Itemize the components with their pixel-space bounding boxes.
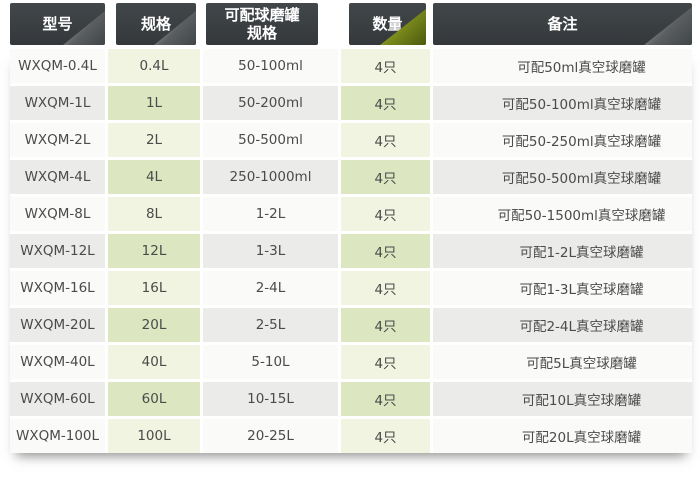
cell-spec: 60L: [108, 382, 200, 416]
column-header-jar-spec: 可配球磨罐 规格: [206, 3, 318, 45]
cell-spec: 1L: [108, 86, 200, 120]
table-row: WXQM-60L 60L 10-15L 4只 可配10L真空球磨罐: [10, 382, 692, 416]
cell-remark: 可配1-2L真空球磨罐: [433, 234, 692, 268]
cell-spec: 16L: [108, 271, 200, 305]
cell-remark: 可配5L真空球磨罐: [433, 345, 692, 379]
table-row: WXQM-4L 4L 250-1000ml 4只 可配50-500ml真空球磨罐: [10, 160, 692, 194]
cell-quantity: 4只: [341, 271, 430, 305]
cell-spec: 100L: [108, 419, 200, 453]
cell-spec: 2L: [108, 123, 200, 157]
cell-remark: 可配1-3L真空球磨罐: [433, 271, 692, 305]
cell-model: WXQM-20L: [10, 308, 105, 342]
column-header-quantity: 数量: [349, 3, 426, 45]
cell-quantity: 4只: [341, 308, 430, 342]
column-header-remark-label: 备注: [547, 15, 578, 33]
cell-spec: 4L: [108, 160, 200, 194]
cell-jar-spec: 1-3L: [203, 234, 338, 268]
cell-model: WXQM-40L: [10, 345, 105, 379]
cell-remark: 可配20L真空球磨罐: [433, 419, 692, 453]
cell-spec: 0.4L: [108, 49, 200, 83]
cell-remark: 可配50-500ml真空球磨罐: [433, 160, 692, 194]
column-header-remark: 备注: [433, 3, 692, 45]
column-header-jar-spec-label-line1: 可配球磨罐: [224, 6, 300, 24]
cell-jar-spec: 50-200ml: [203, 86, 338, 120]
column-header-jar-spec-label-line2: 规格: [246, 24, 277, 42]
table-header-row: 型号 规格 可配球磨罐 规格 数量 备注: [10, 3, 692, 45]
cell-quantity: 4只: [341, 197, 430, 231]
cell-quantity: 4只: [341, 49, 430, 83]
cell-jar-spec: 1-2L: [203, 197, 338, 231]
table-body: WXQM-0.4L 0.4L 50-100ml 4只 可配50ml真空球磨罐 W…: [10, 49, 692, 453]
cell-jar-spec: 50-100ml: [203, 49, 338, 83]
table-row: WXQM-8L 8L 1-2L 4只 可配50-1500ml真空球磨罐: [10, 197, 692, 231]
cell-model: WXQM-8L: [10, 197, 105, 231]
cell-model: WXQM-1L: [10, 86, 105, 120]
cell-remark: 可配50-1500ml真空球磨罐: [433, 197, 692, 231]
cell-quantity: 4只: [341, 234, 430, 268]
cell-jar-spec: 20-25L: [203, 419, 338, 453]
cell-jar-spec: 50-500ml: [203, 123, 338, 157]
cell-remark: 可配2-4L真空球磨罐: [433, 308, 692, 342]
cell-model: WXQM-4L: [10, 160, 105, 194]
cell-remark: 可配50-250ml真空球磨罐: [433, 123, 692, 157]
table-row: WXQM-20L 20L 2-5L 4只 可配2-4L真空球磨罐: [10, 308, 692, 342]
cell-jar-spec: 5-10L: [203, 345, 338, 379]
cell-model: WXQM-2L: [10, 123, 105, 157]
cell-spec: 20L: [108, 308, 200, 342]
cell-model: WXQM-16L: [10, 271, 105, 305]
cell-remark: 可配50-100ml真空球磨罐: [433, 86, 692, 120]
cell-remark: 可配50ml真空球磨罐: [433, 49, 692, 83]
table-row: WXQM-0.4L 0.4L 50-100ml 4只 可配50ml真空球磨罐: [10, 49, 692, 83]
cell-jar-spec: 2-5L: [203, 308, 338, 342]
cell-quantity: 4只: [341, 160, 430, 194]
cell-spec: 40L: [108, 345, 200, 379]
product-spec-table: 型号 规格 可配球磨罐 规格 数量 备注 WXQM-0.4L: [10, 3, 692, 453]
cell-quantity: 4只: [341, 123, 430, 157]
cell-spec: 12L: [108, 234, 200, 268]
cell-quantity: 4只: [341, 419, 430, 453]
cell-quantity: 4只: [341, 86, 430, 120]
column-header-model-label: 型号: [42, 15, 73, 33]
table-row: WXQM-100L 100L 20-25L 4只 可配20L真空球磨罐: [10, 419, 692, 453]
cell-jar-spec: 2-4L: [203, 271, 338, 305]
cell-quantity: 4只: [341, 345, 430, 379]
cell-model: WXQM-12L: [10, 234, 105, 268]
table-row: WXQM-40L 40L 5-10L 4只 可配5L真空球磨罐: [10, 345, 692, 379]
table-row: WXQM-12L 12L 1-3L 4只 可配1-2L真空球磨罐: [10, 234, 692, 268]
cell-jar-spec: 10-15L: [203, 382, 338, 416]
table-row: WXQM-1L 1L 50-200ml 4只 可配50-100ml真空球磨罐: [10, 86, 692, 120]
cell-model: WXQM-100L: [10, 419, 105, 453]
cell-jar-spec: 250-1000ml: [203, 160, 338, 194]
column-header-quantity-label: 数量: [372, 15, 403, 33]
column-header-model: 型号: [10, 3, 105, 45]
cell-model: WXQM-60L: [10, 382, 105, 416]
table-row: WXQM-16L 16L 2-4L 4只 可配1-3L真空球磨罐: [10, 271, 692, 305]
corner-fold-icon: [644, 7, 692, 45]
cell-spec: 8L: [108, 197, 200, 231]
cell-quantity: 4只: [341, 382, 430, 416]
column-header-spec-label: 规格: [140, 15, 171, 33]
table-row: WXQM-2L 2L 50-500ml 4只 可配50-250ml真空球磨罐: [10, 123, 692, 157]
cell-model: WXQM-0.4L: [10, 49, 105, 83]
column-header-spec: 规格: [116, 3, 196, 45]
cell-remark: 可配10L真空球磨罐: [433, 382, 692, 416]
